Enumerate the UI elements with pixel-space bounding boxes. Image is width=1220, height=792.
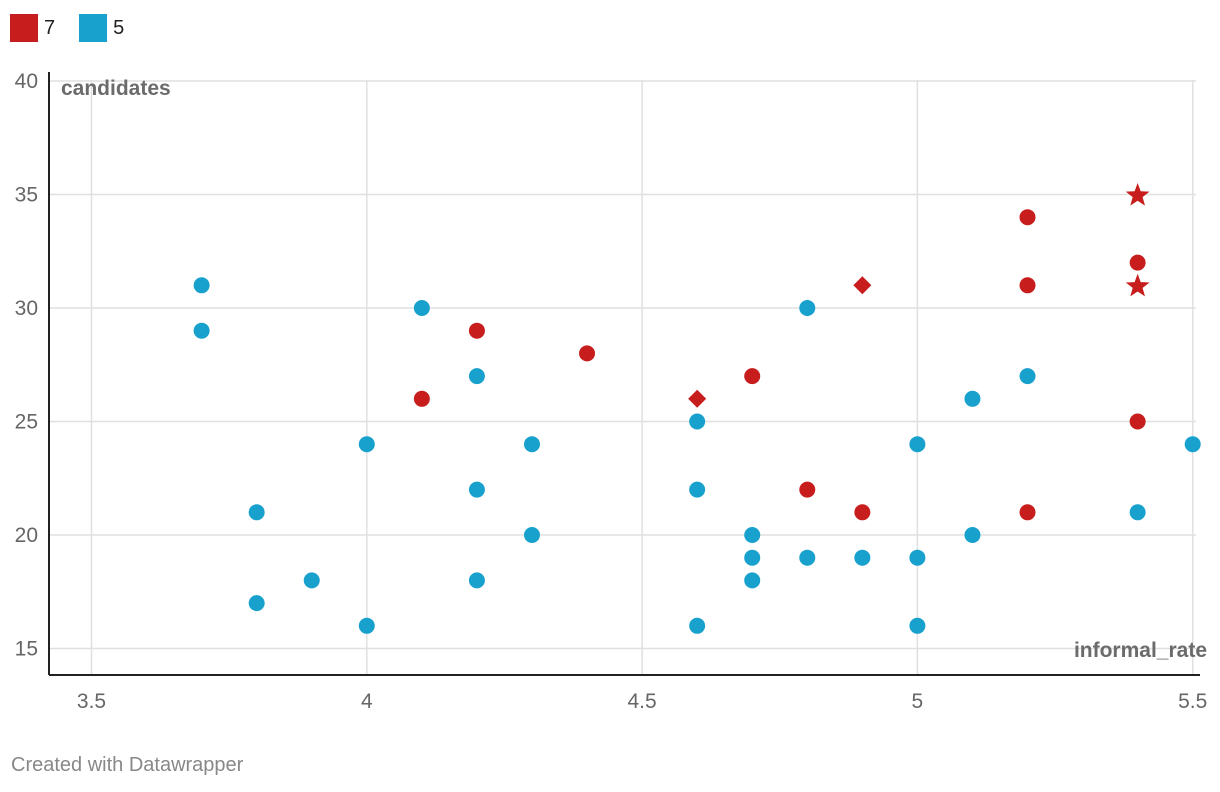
point-series-7-diamond[interactable] bbox=[853, 276, 872, 295]
point-series-5-circle[interactable] bbox=[193, 277, 210, 294]
legend-label-5: 5 bbox=[113, 16, 125, 39]
point-series-5-circle[interactable] bbox=[1019, 368, 1036, 385]
point-series-5-circle[interactable] bbox=[358, 436, 375, 453]
point-series-5-circle[interactable] bbox=[744, 572, 761, 589]
x-tick-label: 5 bbox=[912, 690, 924, 713]
point-series-5-circle[interactable] bbox=[689, 481, 706, 498]
legend: 7 5 bbox=[10, 14, 148, 42]
x-tick-label: 4.5 bbox=[627, 690, 656, 713]
point-series-5-circle[interactable] bbox=[964, 390, 981, 407]
y-tick-label: 40 bbox=[15, 70, 38, 93]
point-series-7-circle[interactable] bbox=[799, 481, 816, 498]
point-series-7-circle[interactable] bbox=[1129, 413, 1146, 430]
legend-swatch-5 bbox=[79, 14, 108, 42]
point-series-7-circle[interactable] bbox=[413, 390, 430, 407]
point-series-5-circle[interactable] bbox=[413, 300, 430, 316]
legend-swatch-7 bbox=[10, 14, 38, 42]
point-series-5-circle[interactable] bbox=[909, 436, 926, 453]
point-series-5-circle[interactable] bbox=[248, 504, 265, 521]
point-series-5-circle[interactable] bbox=[689, 617, 706, 634]
axes bbox=[48, 72, 1200, 676]
point-series-5-circle[interactable] bbox=[799, 300, 816, 316]
y-tick-label: 15 bbox=[15, 638, 38, 661]
point-series-5-circle[interactable] bbox=[909, 617, 926, 634]
point-series-7-circle[interactable] bbox=[468, 322, 485, 339]
data-points bbox=[193, 183, 1201, 634]
point-series-5-circle[interactable] bbox=[523, 436, 540, 453]
point-series-5-circle[interactable] bbox=[854, 549, 871, 566]
point-series-5-circle[interactable] bbox=[523, 527, 540, 543]
legend-label-7: 7 bbox=[44, 16, 56, 39]
point-series-7-circle[interactable] bbox=[1019, 504, 1036, 521]
y-tick-label: 25 bbox=[15, 411, 38, 434]
point-series-7-diamond[interactable] bbox=[688, 389, 707, 408]
y-tick-label: 30 bbox=[15, 297, 38, 320]
point-series-5-circle[interactable] bbox=[964, 527, 981, 543]
point-series-5-circle[interactable] bbox=[689, 413, 706, 430]
point-series-7-circle[interactable] bbox=[854, 504, 871, 521]
y-tick-label: 20 bbox=[15, 524, 38, 547]
x-tick-label: 4 bbox=[361, 690, 373, 713]
point-series-5-circle[interactable] bbox=[909, 549, 926, 566]
x-axis-title: informal_rate bbox=[1074, 639, 1207, 662]
point-series-5-circle[interactable] bbox=[358, 617, 375, 634]
point-series-5-circle[interactable] bbox=[248, 595, 265, 612]
point-series-7-star[interactable] bbox=[1125, 183, 1150, 206]
point-series-5-circle[interactable] bbox=[744, 549, 761, 566]
legend-item-7[interactable]: 7 bbox=[10, 14, 55, 42]
point-series-7-circle[interactable] bbox=[579, 345, 596, 362]
y-tick-label: 35 bbox=[15, 184, 38, 207]
point-series-5-circle[interactable] bbox=[303, 572, 320, 589]
legend-item-5[interactable]: 5 bbox=[79, 14, 124, 42]
point-series-7-circle[interactable] bbox=[744, 368, 761, 385]
point-series-5-circle[interactable] bbox=[744, 527, 761, 543]
point-series-7-star[interactable] bbox=[1125, 273, 1150, 297]
grid bbox=[49, 80, 1196, 675]
x-tick-label: 3.5 bbox=[77, 690, 106, 713]
footer-credit[interactable]: Created with Datawrapper bbox=[11, 754, 244, 776]
point-series-5-circle[interactable] bbox=[468, 572, 485, 589]
point-series-7-circle[interactable] bbox=[1019, 209, 1036, 226]
point-series-5-circle[interactable] bbox=[1129, 504, 1146, 521]
point-series-5-circle[interactable] bbox=[468, 368, 485, 385]
point-series-7-circle[interactable] bbox=[1019, 277, 1036, 294]
point-series-5-circle[interactable] bbox=[799, 549, 816, 566]
point-series-5-circle[interactable] bbox=[1184, 436, 1201, 453]
x-tick-label: 5.5 bbox=[1178, 690, 1207, 713]
point-series-5-circle[interactable] bbox=[193, 322, 210, 339]
point-series-7-circle[interactable] bbox=[1129, 254, 1146, 271]
y-axis-title: candidates bbox=[61, 77, 171, 100]
point-series-5-circle[interactable] bbox=[468, 481, 485, 498]
